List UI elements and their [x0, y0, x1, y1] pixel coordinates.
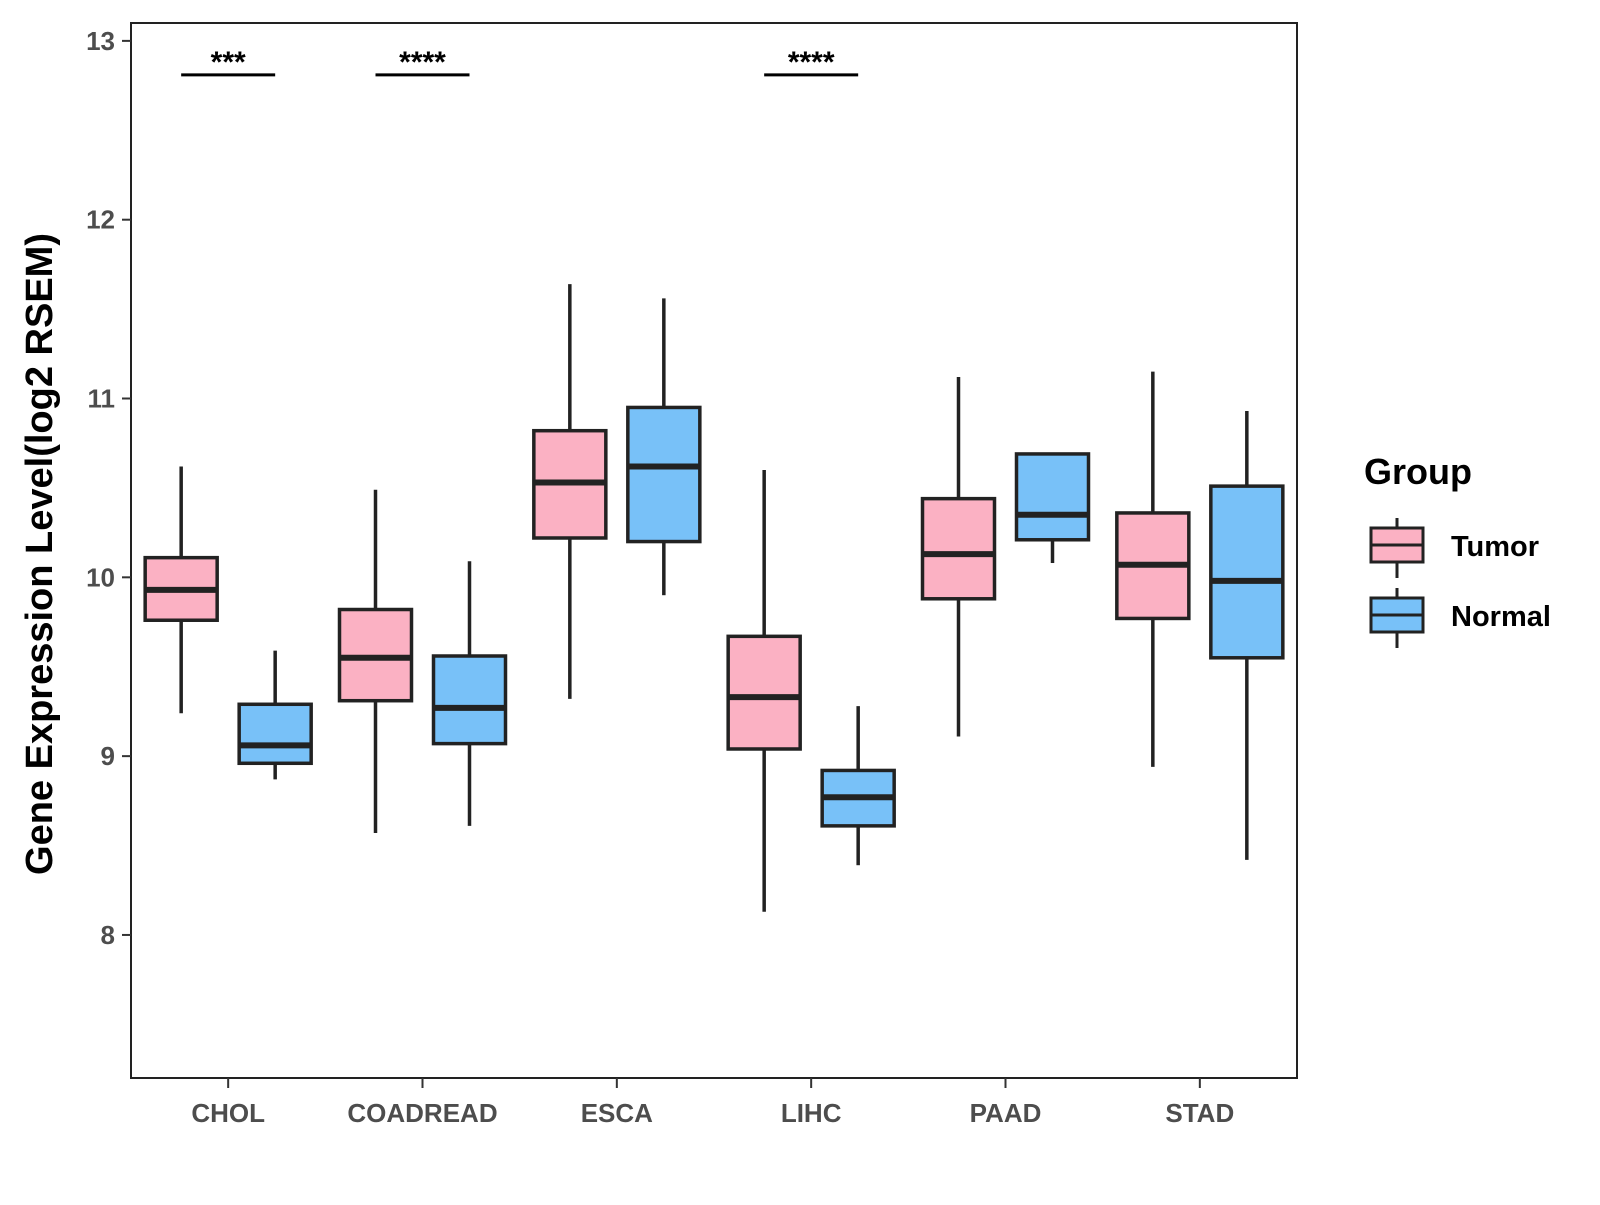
legend-layer: Group Tumor Normal — [1364, 451, 1551, 648]
boxes-layer — [143, 284, 1285, 912]
legend-label: Normal — [1451, 601, 1551, 633]
box-normal-chol — [237, 650, 313, 780]
x-tick-label: PAAD — [970, 1098, 1042, 1128]
box-normal-coadread — [431, 561, 508, 826]
box-normal-esca — [626, 298, 702, 596]
legend-title: Group — [1364, 451, 1472, 492]
box-normal-stad — [1209, 411, 1285, 860]
significance-label: **** — [788, 46, 835, 79]
significance-coadread: **** — [375, 46, 470, 79]
box-tumor-stad — [1115, 371, 1191, 767]
y-tick-label: 9 — [101, 741, 115, 771]
box-body — [626, 405, 702, 544]
significance-label: *** — [211, 46, 246, 79]
box-tumor-chol — [143, 466, 219, 714]
box-body — [1209, 484, 1285, 660]
y-tick-label: 13 — [86, 26, 115, 56]
x-tick-label: COADREAD — [347, 1098, 497, 1128]
legend-label: Tumor — [1451, 531, 1539, 563]
x-tick-label: CHOL — [191, 1098, 265, 1128]
plot-panel-border — [130, 22, 1298, 1079]
axes-layer: 8 9 10 11 12 13 CHOL COADREAD ESCA LIHC PAAD STAD — [86, 22, 1298, 1128]
x-tick-label: STAD — [1165, 1098, 1234, 1128]
significance-lihc: **** — [764, 46, 859, 79]
box-body — [431, 654, 508, 746]
box-normal-lihc — [820, 706, 896, 866]
box-body — [1014, 452, 1091, 542]
box-body — [726, 634, 802, 751]
y-tick-label: 8 — [101, 920, 115, 950]
significance-label: **** — [399, 46, 446, 79]
box-tumor-lihc — [726, 470, 802, 912]
box-tumor-coadread — [337, 489, 414, 834]
y-tick-label: 12 — [86, 205, 115, 235]
box-tumor-esca — [532, 284, 608, 699]
y-tick-label: 10 — [86, 562, 115, 592]
legend-item-tumor: Tumor — [1369, 518, 1539, 578]
box-body — [237, 702, 313, 766]
y-axis-title: Gene Expression Level(log2 RSEM) — [19, 233, 61, 875]
annotations-layer: *** **** **** — [181, 46, 859, 79]
significance-chol: *** — [181, 46, 276, 79]
x-tick-label: LIHC — [781, 1098, 842, 1128]
y-tick-label: 11 — [88, 384, 116, 414]
box-tumor-paad — [920, 377, 997, 737]
box-body — [920, 496, 997, 601]
legend-item-normal: Normal — [1369, 588, 1551, 648]
box-normal-paad — [1014, 452, 1091, 564]
x-tick-label: ESCA — [581, 1098, 653, 1128]
